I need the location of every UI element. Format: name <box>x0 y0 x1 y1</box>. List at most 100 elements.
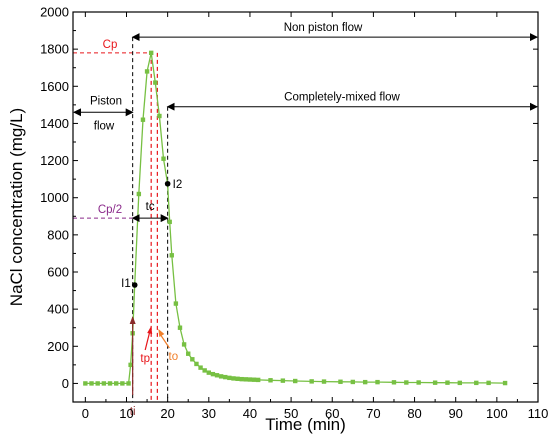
data-point <box>243 377 249 382</box>
data-point <box>268 378 273 383</box>
x-tick-label: 70 <box>366 406 380 421</box>
data-point <box>255 377 261 383</box>
data-point <box>120 381 125 386</box>
to-label: to <box>169 351 179 363</box>
data-point <box>89 381 94 386</box>
data-point <box>350 379 356 385</box>
data-point <box>474 380 479 386</box>
data-point <box>206 370 211 375</box>
data-point <box>210 371 216 377</box>
y-tick-label: 400 <box>47 302 69 317</box>
mixed-label: Completely-mixed flow <box>284 92 400 104</box>
data-point <box>153 80 158 85</box>
y-axis-title: NaCl concentration (mg/L) <box>7 108 26 306</box>
annotation-markers: Non piston flow Piston flow Completely-mixe… <box>73 22 538 418</box>
x-tick-label: 50 <box>284 406 298 421</box>
data-point <box>457 380 463 386</box>
cp2-label: Cp/2 <box>98 204 122 216</box>
x-tick-label: 0 <box>82 406 89 421</box>
y-tick-label: 2000 <box>40 5 69 20</box>
data-point <box>128 362 133 368</box>
y-tick-label: 600 <box>47 265 69 280</box>
data-point <box>83 381 88 386</box>
y-tick-label: 1800 <box>40 42 69 57</box>
data-point <box>309 379 314 384</box>
data-point <box>214 373 220 378</box>
data-point <box>280 378 286 383</box>
plot-frame <box>72 11 539 403</box>
data-point <box>445 380 450 385</box>
y-tick-label: 1600 <box>40 79 69 94</box>
tp-label: tp <box>140 353 150 365</box>
data-point <box>416 380 421 385</box>
data-point <box>321 379 327 384</box>
data-point <box>432 380 438 385</box>
x-tick-label: 30 <box>202 406 216 421</box>
data-point <box>227 375 232 381</box>
tp-arrowhead <box>147 326 153 334</box>
piston-label-2: flow <box>94 120 115 132</box>
annotation-guides <box>73 37 169 402</box>
data-point <box>235 376 240 381</box>
piston-label-1: Piston <box>90 95 122 107</box>
data-point <box>157 113 162 119</box>
tc-label: tc <box>146 201 155 213</box>
non-piston-label: Non piston flow <box>284 22 363 34</box>
y-tick-label: 800 <box>47 227 69 242</box>
data-point <box>202 368 207 373</box>
data-point <box>140 117 146 122</box>
data-point <box>486 380 491 386</box>
data-point <box>136 191 142 197</box>
x-tick-label: 90 <box>448 406 462 421</box>
y-tick-label: 1000 <box>40 190 69 205</box>
x-tick-label: 40 <box>243 406 257 421</box>
y-tick-label: 1200 <box>40 153 69 168</box>
data-point <box>95 381 100 386</box>
data-point <box>239 376 244 382</box>
ti-label: ti <box>130 406 136 418</box>
ti-arrowhead <box>129 316 136 324</box>
data-point <box>177 325 183 330</box>
data-point <box>391 380 397 385</box>
y-tick-label: 1400 <box>40 116 69 131</box>
x-tick-label: 80 <box>407 406 421 421</box>
axes: 0 10 20 30 40 50 60 70 80 90 100 110 0 200 400 600 800 10… <box>40 5 548 422</box>
x-tick-label: 60 <box>325 406 339 421</box>
i2-point <box>164 180 171 187</box>
data-point <box>375 379 380 385</box>
x-tick-label: 10 <box>119 406 133 421</box>
data-point <box>107 381 113 386</box>
data-point <box>194 361 199 367</box>
data-series <box>83 50 508 386</box>
data-point <box>247 377 253 382</box>
data-point <box>231 376 236 381</box>
data-point <box>181 342 187 347</box>
data-point <box>148 50 154 56</box>
y-tick-label: 200 <box>47 339 69 354</box>
i1-label: I1 <box>121 278 131 290</box>
x-tick-label: 100 <box>486 406 508 421</box>
x-tick-label: 20 <box>160 406 174 421</box>
data-point <box>404 380 409 385</box>
cp-label: Cp <box>103 39 118 51</box>
x-tick-label: 110 <box>528 406 549 421</box>
data-point <box>502 380 508 386</box>
i1-point <box>131 282 138 288</box>
i2-label: I2 <box>173 179 183 191</box>
data-point <box>126 381 131 386</box>
data-point <box>167 219 172 225</box>
data-point <box>338 379 343 384</box>
to-arrowhead <box>158 329 165 337</box>
x-axis-title: Time (min) <box>265 415 346 434</box>
data-point <box>101 381 107 386</box>
data-point <box>114 381 119 386</box>
data-point <box>173 301 179 306</box>
data-point <box>186 351 191 356</box>
data-point <box>218 374 224 379</box>
data-point <box>161 156 166 161</box>
y-tick-label: 0 <box>62 376 69 391</box>
data-point <box>169 253 174 258</box>
data-point <box>362 379 368 385</box>
data-point <box>144 69 150 74</box>
